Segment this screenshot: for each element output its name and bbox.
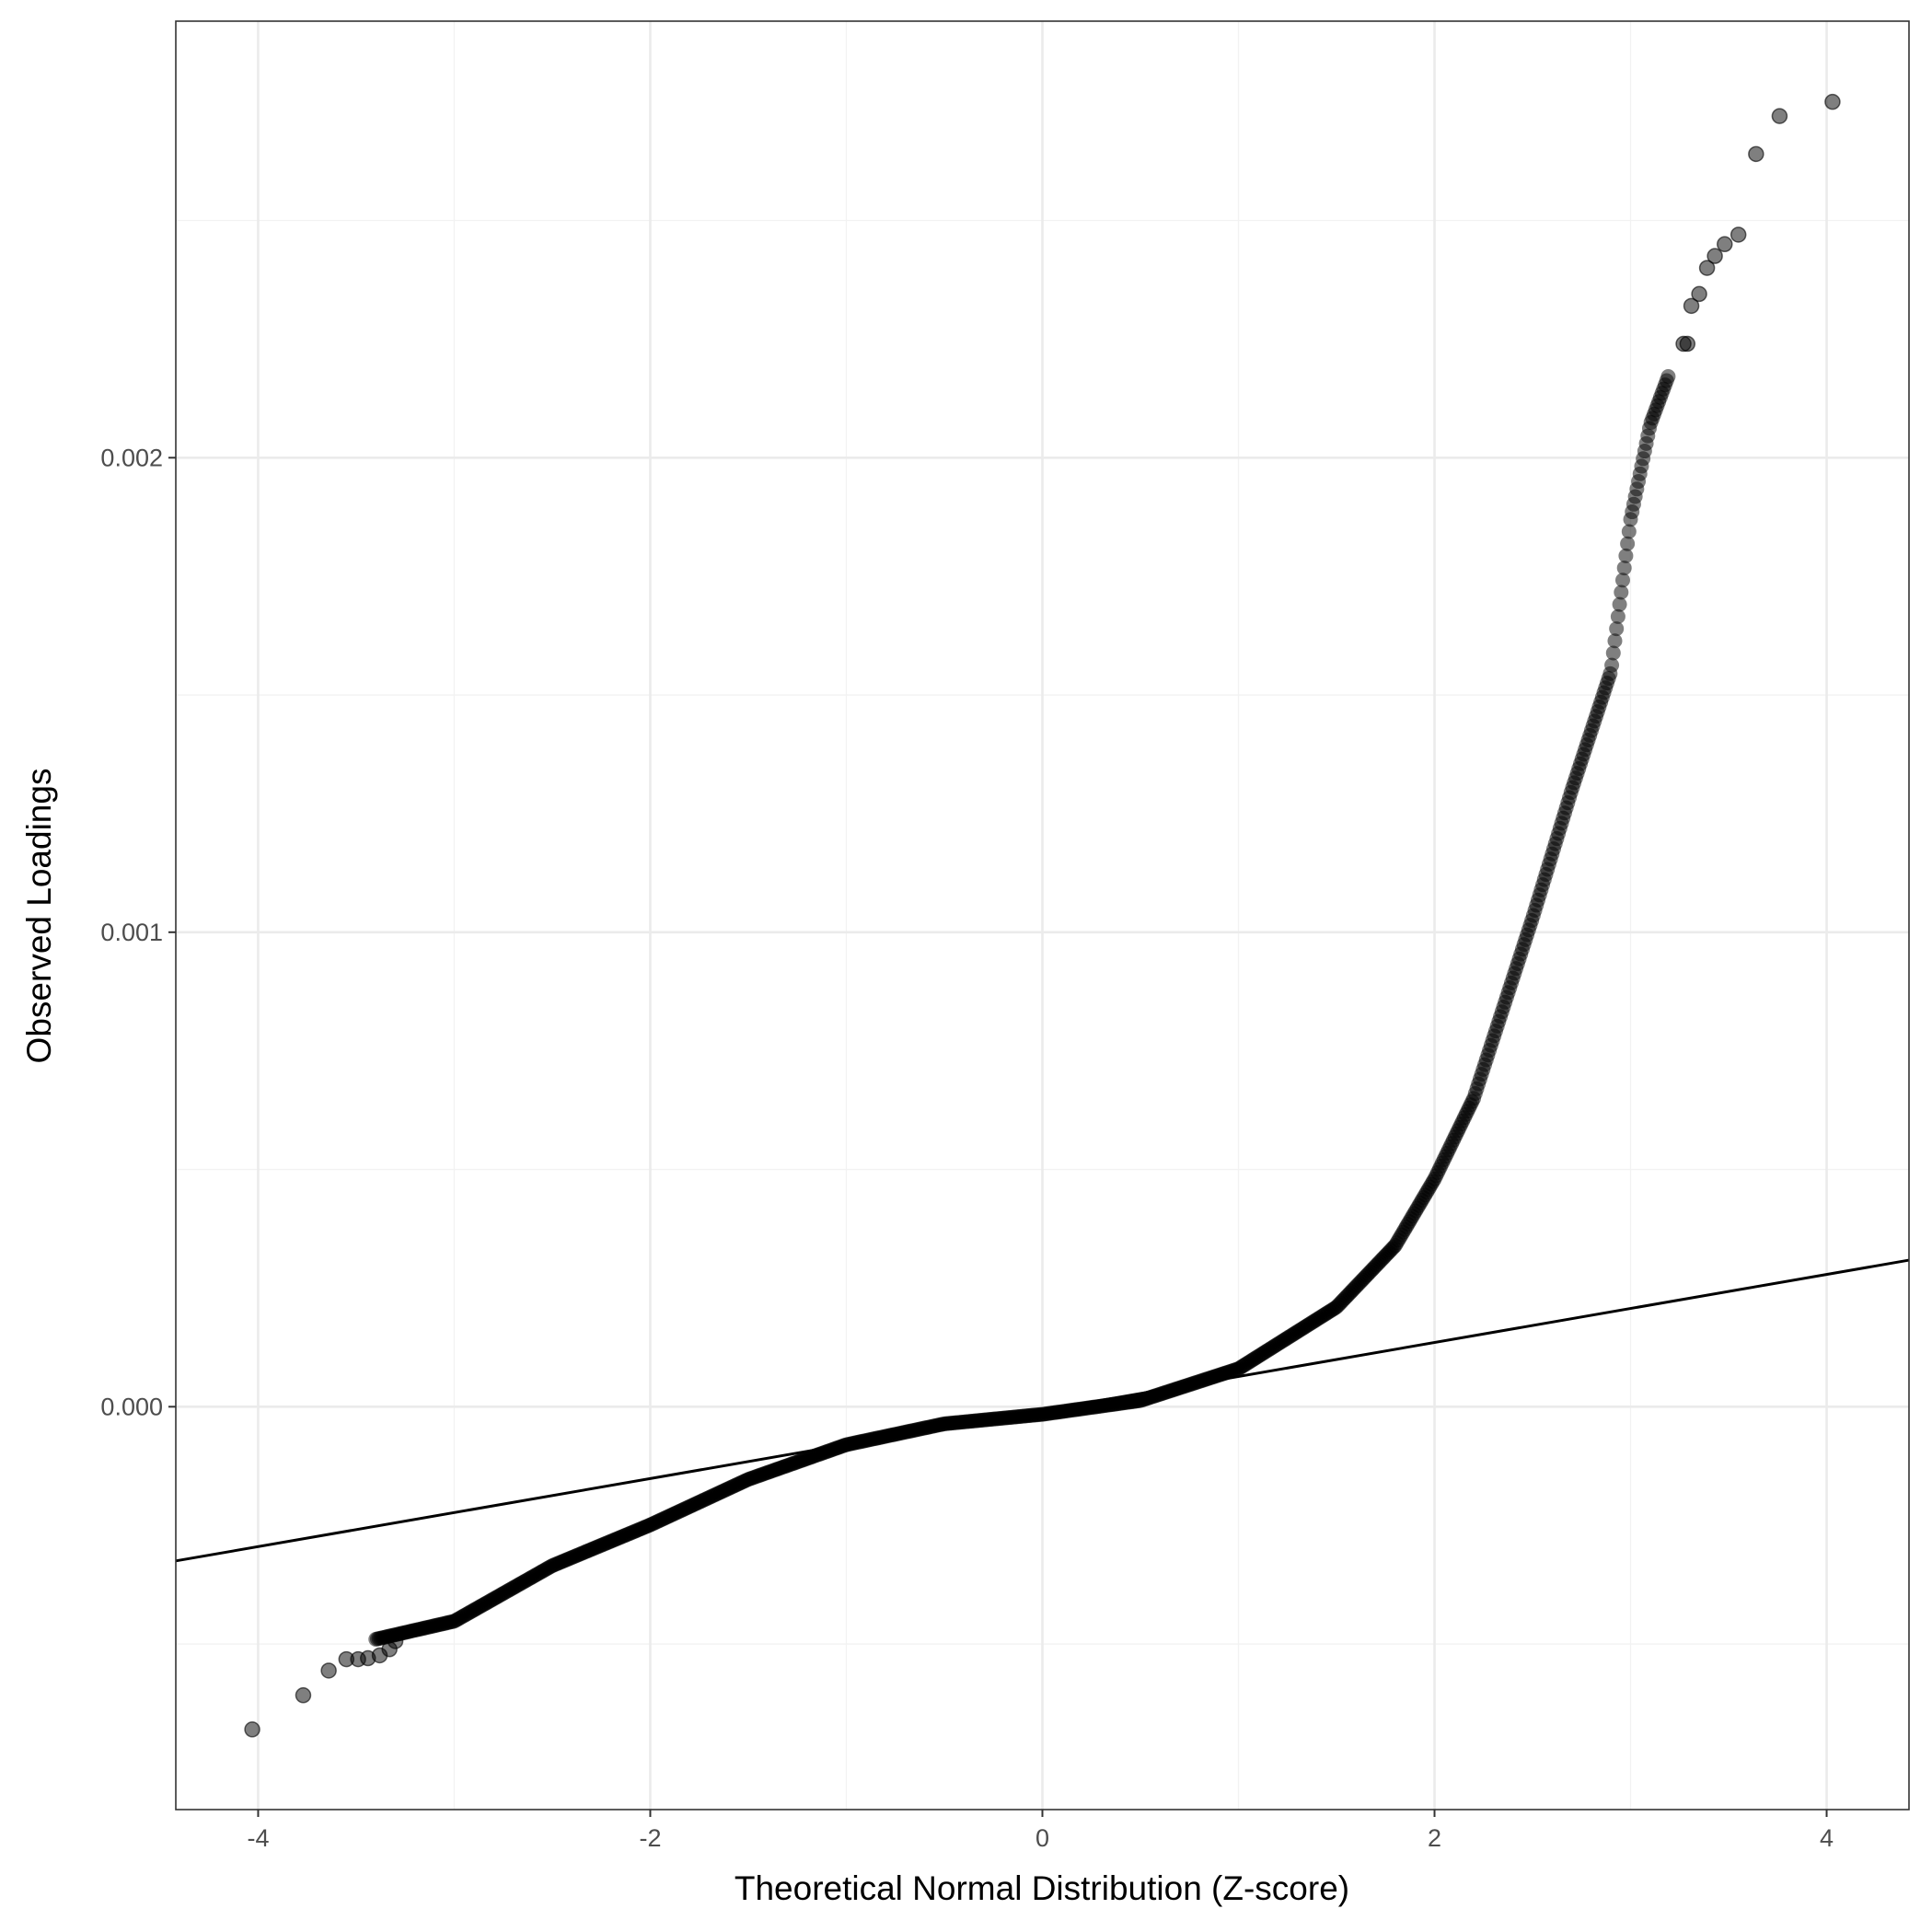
- data-point: [1698, 260, 1716, 276]
- data-point: [244, 1721, 260, 1738]
- data-point: [1824, 93, 1841, 110]
- x-tick-label: 4: [1820, 1824, 1834, 1852]
- data-point: [1610, 608, 1625, 624]
- data-point: [1618, 548, 1634, 563]
- grid-lines: [176, 21, 1909, 1810]
- data-point: [1706, 248, 1723, 264]
- data-point: [1748, 145, 1764, 163]
- x-tick-label: -4: [247, 1824, 269, 1852]
- data-points: [244, 93, 1841, 1738]
- data-point: [1691, 285, 1707, 303]
- data-point: [1679, 335, 1696, 353]
- x-axis-title: Theoretical Normal Distribution (Z-score…: [735, 1869, 1349, 1907]
- y-tick-label: 0.002: [100, 444, 163, 471]
- data-point: [1615, 573, 1631, 588]
- data-point: [295, 1687, 312, 1704]
- x-tick-label: -2: [639, 1824, 661, 1852]
- data-point: [1609, 621, 1625, 637]
- data-point: [320, 1662, 337, 1679]
- x-tick-label: 0: [1035, 1824, 1049, 1852]
- data-point: [1730, 226, 1747, 243]
- data-point: [1616, 561, 1632, 576]
- data-point: [1607, 633, 1623, 649]
- data-point: [1660, 369, 1676, 385]
- y-tick-label: 0.000: [100, 1393, 163, 1420]
- data-point: [1612, 596, 1627, 612]
- axis-ticks: -4 -2 0 2 4 0.000 0.001 0.002: [100, 444, 1834, 1852]
- data-point: [1717, 236, 1733, 253]
- data-point: [1621, 524, 1637, 539]
- data-point: [1620, 536, 1636, 551]
- x-tick-label: 2: [1428, 1824, 1441, 1852]
- data-point: [1604, 657, 1620, 673]
- y-tick-label: 0.001: [100, 919, 163, 946]
- data-point: [1605, 645, 1621, 661]
- data-point: [1771, 108, 1788, 124]
- data-point: [1614, 584, 1629, 600]
- y-axis-title: Observed Loadings: [20, 769, 58, 1064]
- data-point: [387, 1633, 404, 1649]
- data-point: [1683, 297, 1700, 315]
